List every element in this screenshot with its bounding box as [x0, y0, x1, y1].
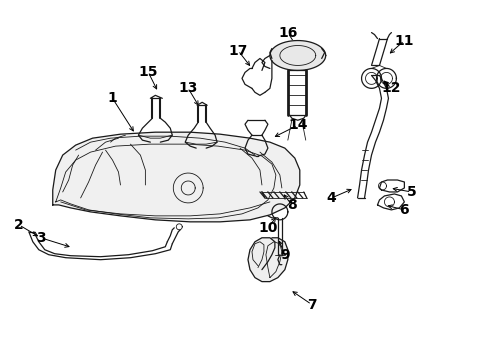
- Polygon shape: [270, 41, 326, 71]
- Text: 9: 9: [280, 248, 290, 262]
- Polygon shape: [248, 238, 288, 282]
- Text: 17: 17: [228, 44, 248, 58]
- Text: 14: 14: [288, 118, 308, 132]
- Polygon shape: [53, 132, 300, 222]
- Text: 4: 4: [327, 191, 337, 205]
- Text: 7: 7: [307, 297, 317, 311]
- Text: 15: 15: [139, 66, 158, 80]
- Text: 1: 1: [108, 91, 118, 105]
- Text: 10: 10: [258, 221, 278, 235]
- Text: 16: 16: [278, 26, 297, 40]
- Text: 12: 12: [382, 81, 401, 95]
- Text: 3: 3: [36, 231, 46, 245]
- Text: 8: 8: [287, 198, 296, 212]
- Text: 13: 13: [178, 81, 198, 95]
- Text: 2: 2: [14, 218, 24, 232]
- Text: 11: 11: [394, 33, 414, 48]
- Text: 5: 5: [407, 185, 416, 199]
- Text: 6: 6: [399, 203, 409, 217]
